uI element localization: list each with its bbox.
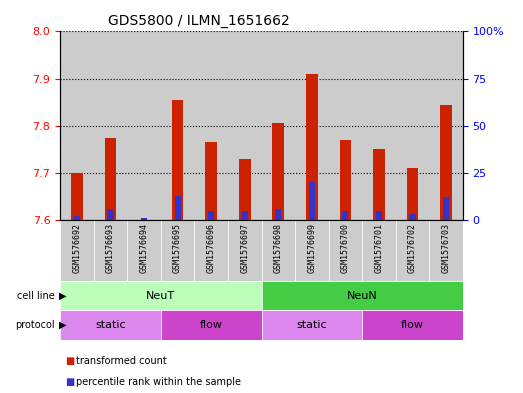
Text: GSM1576700: GSM1576700	[341, 223, 350, 273]
Bar	[195, 220, 228, 281]
Bar	[362, 220, 396, 281]
Text: cell line: cell line	[17, 291, 55, 301]
Bar	[328, 31, 362, 220]
Bar	[262, 220, 295, 281]
Text: GSM1576697: GSM1576697	[240, 223, 249, 273]
Text: protocol: protocol	[15, 320, 55, 330]
Text: ▶: ▶	[59, 291, 66, 301]
Bar	[175, 196, 180, 220]
Bar	[242, 211, 248, 220]
Text: percentile rank within the sample: percentile rank within the sample	[76, 377, 241, 387]
Bar	[339, 140, 351, 220]
Bar	[410, 215, 416, 220]
Text: NeuN: NeuN	[347, 291, 378, 301]
Bar	[161, 220, 195, 281]
Bar	[328, 220, 362, 281]
Text: ▶: ▶	[59, 320, 66, 330]
Text: GSM1576696: GSM1576696	[207, 223, 215, 273]
Text: flow: flow	[200, 320, 223, 330]
Bar	[306, 74, 317, 220]
Bar	[295, 31, 328, 220]
Bar	[172, 100, 184, 220]
Bar	[60, 31, 94, 220]
Bar	[127, 31, 161, 220]
Bar	[440, 105, 452, 220]
Bar	[396, 31, 429, 220]
Bar	[362, 31, 396, 220]
Bar	[141, 218, 147, 220]
Bar	[195, 31, 228, 220]
Bar	[60, 281, 262, 310]
Text: transformed count: transformed count	[76, 356, 167, 365]
Bar	[376, 211, 382, 220]
Text: GSM1576693: GSM1576693	[106, 223, 115, 273]
Text: GSM1576694: GSM1576694	[140, 223, 149, 273]
Text: GSM1576701: GSM1576701	[374, 223, 383, 273]
Bar	[60, 220, 94, 281]
Text: GSM1576695: GSM1576695	[173, 223, 182, 273]
Bar	[275, 209, 281, 220]
Bar	[161, 310, 262, 340]
Text: GDS5800 / ILMN_1651662: GDS5800 / ILMN_1651662	[108, 14, 290, 28]
Bar	[228, 220, 262, 281]
Text: static: static	[95, 320, 126, 330]
Bar	[71, 173, 83, 220]
Bar	[105, 138, 116, 220]
Bar	[343, 211, 348, 220]
Bar	[161, 31, 195, 220]
Text: GSM1576699: GSM1576699	[308, 223, 316, 273]
Bar	[228, 31, 262, 220]
Bar	[373, 149, 385, 220]
Text: GSM1576692: GSM1576692	[72, 223, 82, 273]
Bar	[107, 209, 113, 220]
Bar	[94, 220, 127, 281]
Bar	[239, 159, 251, 220]
Bar	[429, 31, 463, 220]
Text: NeuT: NeuT	[146, 291, 175, 301]
Bar	[60, 310, 161, 340]
Bar	[206, 142, 217, 220]
Bar	[295, 220, 328, 281]
Text: GSM1576703: GSM1576703	[441, 223, 451, 273]
Bar	[429, 220, 463, 281]
Bar	[396, 220, 429, 281]
Bar	[443, 197, 449, 220]
Text: GSM1576698: GSM1576698	[274, 223, 283, 273]
Text: static: static	[297, 320, 327, 330]
Bar	[362, 310, 463, 340]
Bar	[272, 123, 284, 220]
Text: ■: ■	[65, 377, 75, 387]
Bar	[309, 182, 315, 220]
Text: GSM1576702: GSM1576702	[408, 223, 417, 273]
Bar	[94, 31, 127, 220]
Bar	[262, 310, 362, 340]
Bar	[262, 31, 295, 220]
Text: flow: flow	[401, 320, 424, 330]
Bar	[208, 211, 214, 220]
Text: ■: ■	[65, 356, 75, 365]
Bar	[262, 281, 463, 310]
Bar	[74, 216, 80, 220]
Bar	[127, 220, 161, 281]
Bar	[407, 168, 418, 220]
